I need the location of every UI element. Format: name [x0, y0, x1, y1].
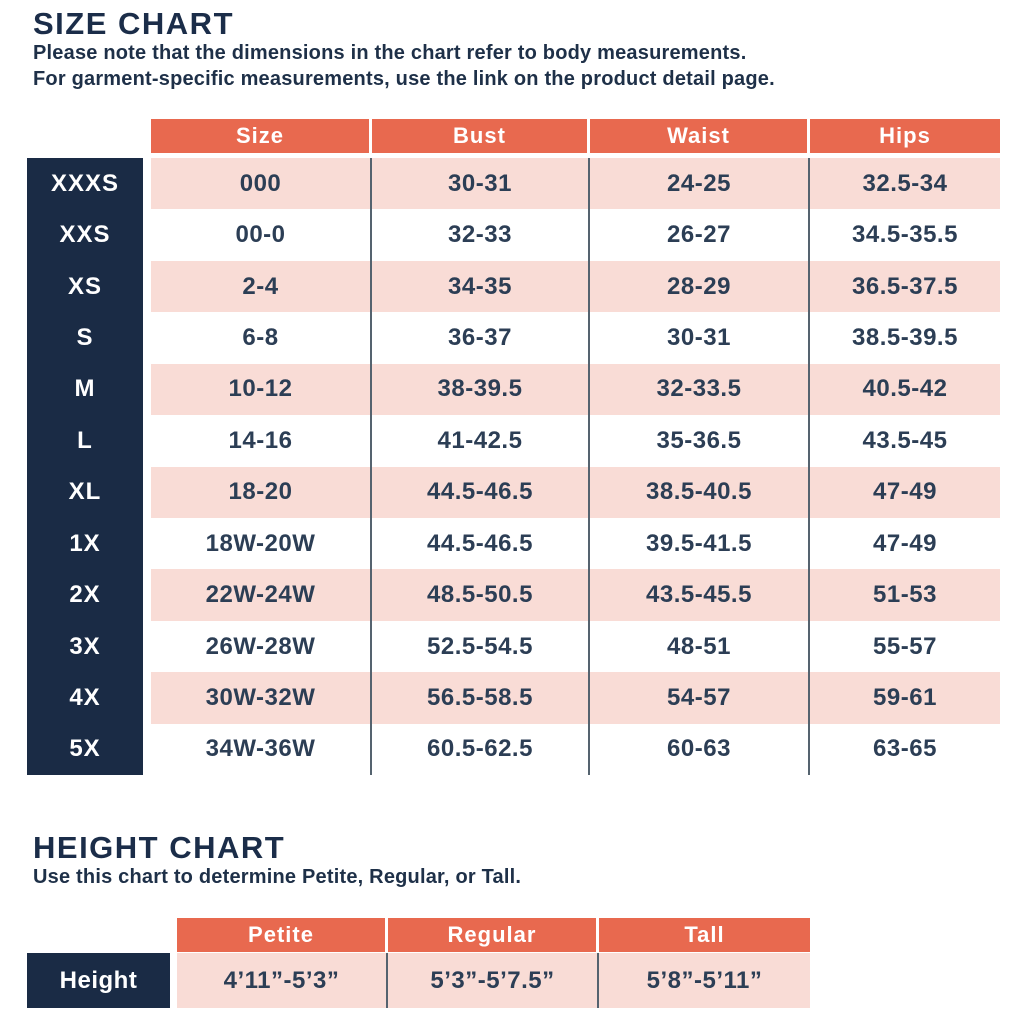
size-chart-cell: 32.5-34	[862, 169, 948, 197]
size-chart-cell: 34W-36W	[151, 723, 372, 776]
size-chart-row-4x: 30W-32W 56.5-58.5 54-57 59-61	[151, 672, 1000, 724]
size-row-label-m: M	[74, 375, 96, 403]
size-chart-cell: 39.5-41.5	[590, 517, 810, 570]
size-chart-header-bust: Bust	[372, 119, 590, 153]
size-row-label-l: L	[77, 426, 93, 454]
size-chart-cell: 47-49	[873, 529, 937, 557]
size-chart-cell: 10-12	[151, 363, 372, 416]
size-chart-row-s: 6-8 36-37 30-31 38.5-39.5	[151, 312, 1000, 364]
size-row-label-xxs: XXS	[59, 221, 111, 249]
size-chart-cell: 52.5-54.5	[372, 620, 590, 673]
size-chart-cell: 2-4	[151, 260, 372, 313]
size-chart-cell: 44.5-46.5	[372, 466, 590, 518]
height-row-label: Height	[27, 953, 170, 1008]
size-chart-cell: 48.5-50.5	[372, 569, 590, 621]
size-chart-cell: 63-65	[873, 735, 937, 763]
height-chart-header-petite: Petite	[177, 918, 388, 952]
size-chart-cell: 00-0	[151, 209, 372, 261]
size-row-label-xxxs: XXXS	[50, 169, 120, 197]
size-chart-cell: 34-35	[372, 260, 590, 313]
size-chart-cell: 43.5-45	[862, 426, 948, 454]
size-chart-title: SIZE CHART	[33, 6, 234, 41]
height-chart-header-tall: Tall	[599, 918, 810, 952]
size-chart-cell: 30-31	[372, 158, 590, 210]
size-chart-cell: 55-57	[873, 632, 937, 660]
size-chart-cell: 38-39.5	[372, 363, 590, 416]
size-chart-cell: 35-36.5	[590, 415, 810, 467]
size-chart-cell: 41-42.5	[372, 415, 590, 467]
size-row-label-3x: 3X	[69, 632, 101, 660]
size-chart-row-l: 14-16 41-42.5 35-36.5 43.5-45	[151, 415, 1000, 467]
size-chart-row-m: 10-12 38-39.5 32-33.5 40.5-42	[151, 363, 1000, 416]
size-chart-subtitle-line2: For garment-specific measurements, use t…	[33, 68, 775, 90]
height-chart-subtitle: Use this chart to determine Petite, Regu…	[33, 866, 522, 888]
height-chart-header-regular: Regular	[388, 918, 599, 952]
size-chart-cell: 32-33	[372, 209, 590, 261]
size-chart-label-column: XXXS XXS XS S M L XL 1X 2X 3X 4X 5X	[27, 158, 143, 775]
size-chart-cell: 28-29	[590, 260, 810, 313]
size-chart-cell: 34.5-35.5	[852, 221, 958, 249]
size-chart-header-waist: Waist	[590, 119, 810, 153]
size-chart-cell: 59-61	[873, 683, 937, 711]
size-chart-cell: 60-63	[590, 723, 810, 776]
size-chart-header-hips: Hips	[810, 119, 1000, 153]
size-chart-cell: 47-49	[873, 478, 937, 506]
height-chart-cell-petite: 4’11”-5’3”	[177, 953, 388, 1008]
size-row-label-s: S	[76, 323, 94, 351]
size-chart-cell: 44.5-46.5	[372, 517, 590, 570]
size-chart-cell: 32-33.5	[590, 363, 810, 416]
size-chart-cell: 56.5-58.5	[372, 672, 590, 724]
height-chart-table-body: 4’11”-5’3” 5’3”-5’7.5” 5’8”-5’11”	[177, 953, 810, 1008]
size-chart-cell: 000	[151, 158, 372, 210]
size-chart-cell: 30-31	[590, 312, 810, 364]
size-chart-cell: 14-16	[151, 415, 372, 467]
size-row-label-5x: 5X	[69, 735, 101, 763]
size-chart-row-xxs: 00-0 32-33 26-27 34.5-35.5	[151, 209, 1000, 261]
size-chart-row-1x: 18W-20W 44.5-46.5 39.5-41.5 47-49	[151, 517, 1000, 570]
height-chart-header-row: Petite Regular Tall	[177, 918, 810, 952]
size-chart-cell: 51-53	[873, 581, 937, 609]
size-chart-cell: 18-20	[151, 466, 372, 518]
size-chart-cell: 48-51	[590, 620, 810, 673]
size-chart-cell: 54-57	[590, 672, 810, 724]
size-chart-cell: 22W-24W	[151, 569, 372, 621]
size-chart-row-xxxs: 000 30-31 24-25 32.5-34	[151, 158, 1000, 210]
size-chart-row-5x: 34W-36W 60.5-62.5 60-63 63-65	[151, 723, 1000, 776]
size-chart-cell: 38.5-39.5	[852, 323, 958, 351]
size-row-label-2x: 2X	[69, 581, 101, 609]
size-chart-cell: 36.5-37.5	[852, 272, 958, 300]
size-chart-cell: 43.5-45.5	[590, 569, 810, 621]
size-chart-header-size: Size	[151, 119, 372, 153]
height-chart-cell-tall: 5’8”-5’11”	[646, 966, 763, 994]
size-chart-cell: 40.5-42	[862, 375, 948, 403]
size-chart-cell: 36-37	[372, 312, 590, 364]
size-row-label-1x: 1X	[69, 529, 101, 557]
size-chart-cell: 38.5-40.5	[590, 466, 810, 518]
size-row-label-xl: XL	[68, 478, 102, 506]
size-chart-table-body: 000 30-31 24-25 32.5-34 00-0 32-33 26-27 34.5-3…	[151, 158, 1000, 776]
size-chart-cell: 30W-32W	[151, 672, 372, 724]
size-chart-row-xl: 18-20 44.5-46.5 38.5-40.5 47-49	[151, 466, 1000, 518]
size-chart-cell: 60.5-62.5	[372, 723, 590, 776]
size-chart-cell: 26-27	[590, 209, 810, 261]
height-chart-cell-regular: 5’3”-5’7.5”	[388, 953, 599, 1008]
size-chart-cell: 6-8	[151, 312, 372, 364]
size-row-label-4x: 4X	[69, 683, 101, 711]
size-chart-cell: 24-25	[590, 158, 810, 210]
size-chart-cell: 18W-20W	[151, 517, 372, 570]
size-chart-row-3x: 26W-28W 52.5-54.5 48-51 55-57	[151, 620, 1000, 673]
height-chart-title: HEIGHT CHART	[33, 830, 286, 865]
size-chart-subtitle-line1: Please note that the dimensions in the c…	[33, 42, 747, 64]
size-chart-cell: 26W-28W	[151, 620, 372, 673]
size-chart-row-xs: 2-4 34-35 28-29 36.5-37.5	[151, 260, 1000, 313]
size-chart-header-row: Size Bust Waist Hips	[151, 119, 1000, 153]
size-row-label-xs: XS	[67, 272, 102, 300]
size-chart-row-2x: 22W-24W 48.5-50.5 43.5-45.5 51-53	[151, 569, 1000, 621]
